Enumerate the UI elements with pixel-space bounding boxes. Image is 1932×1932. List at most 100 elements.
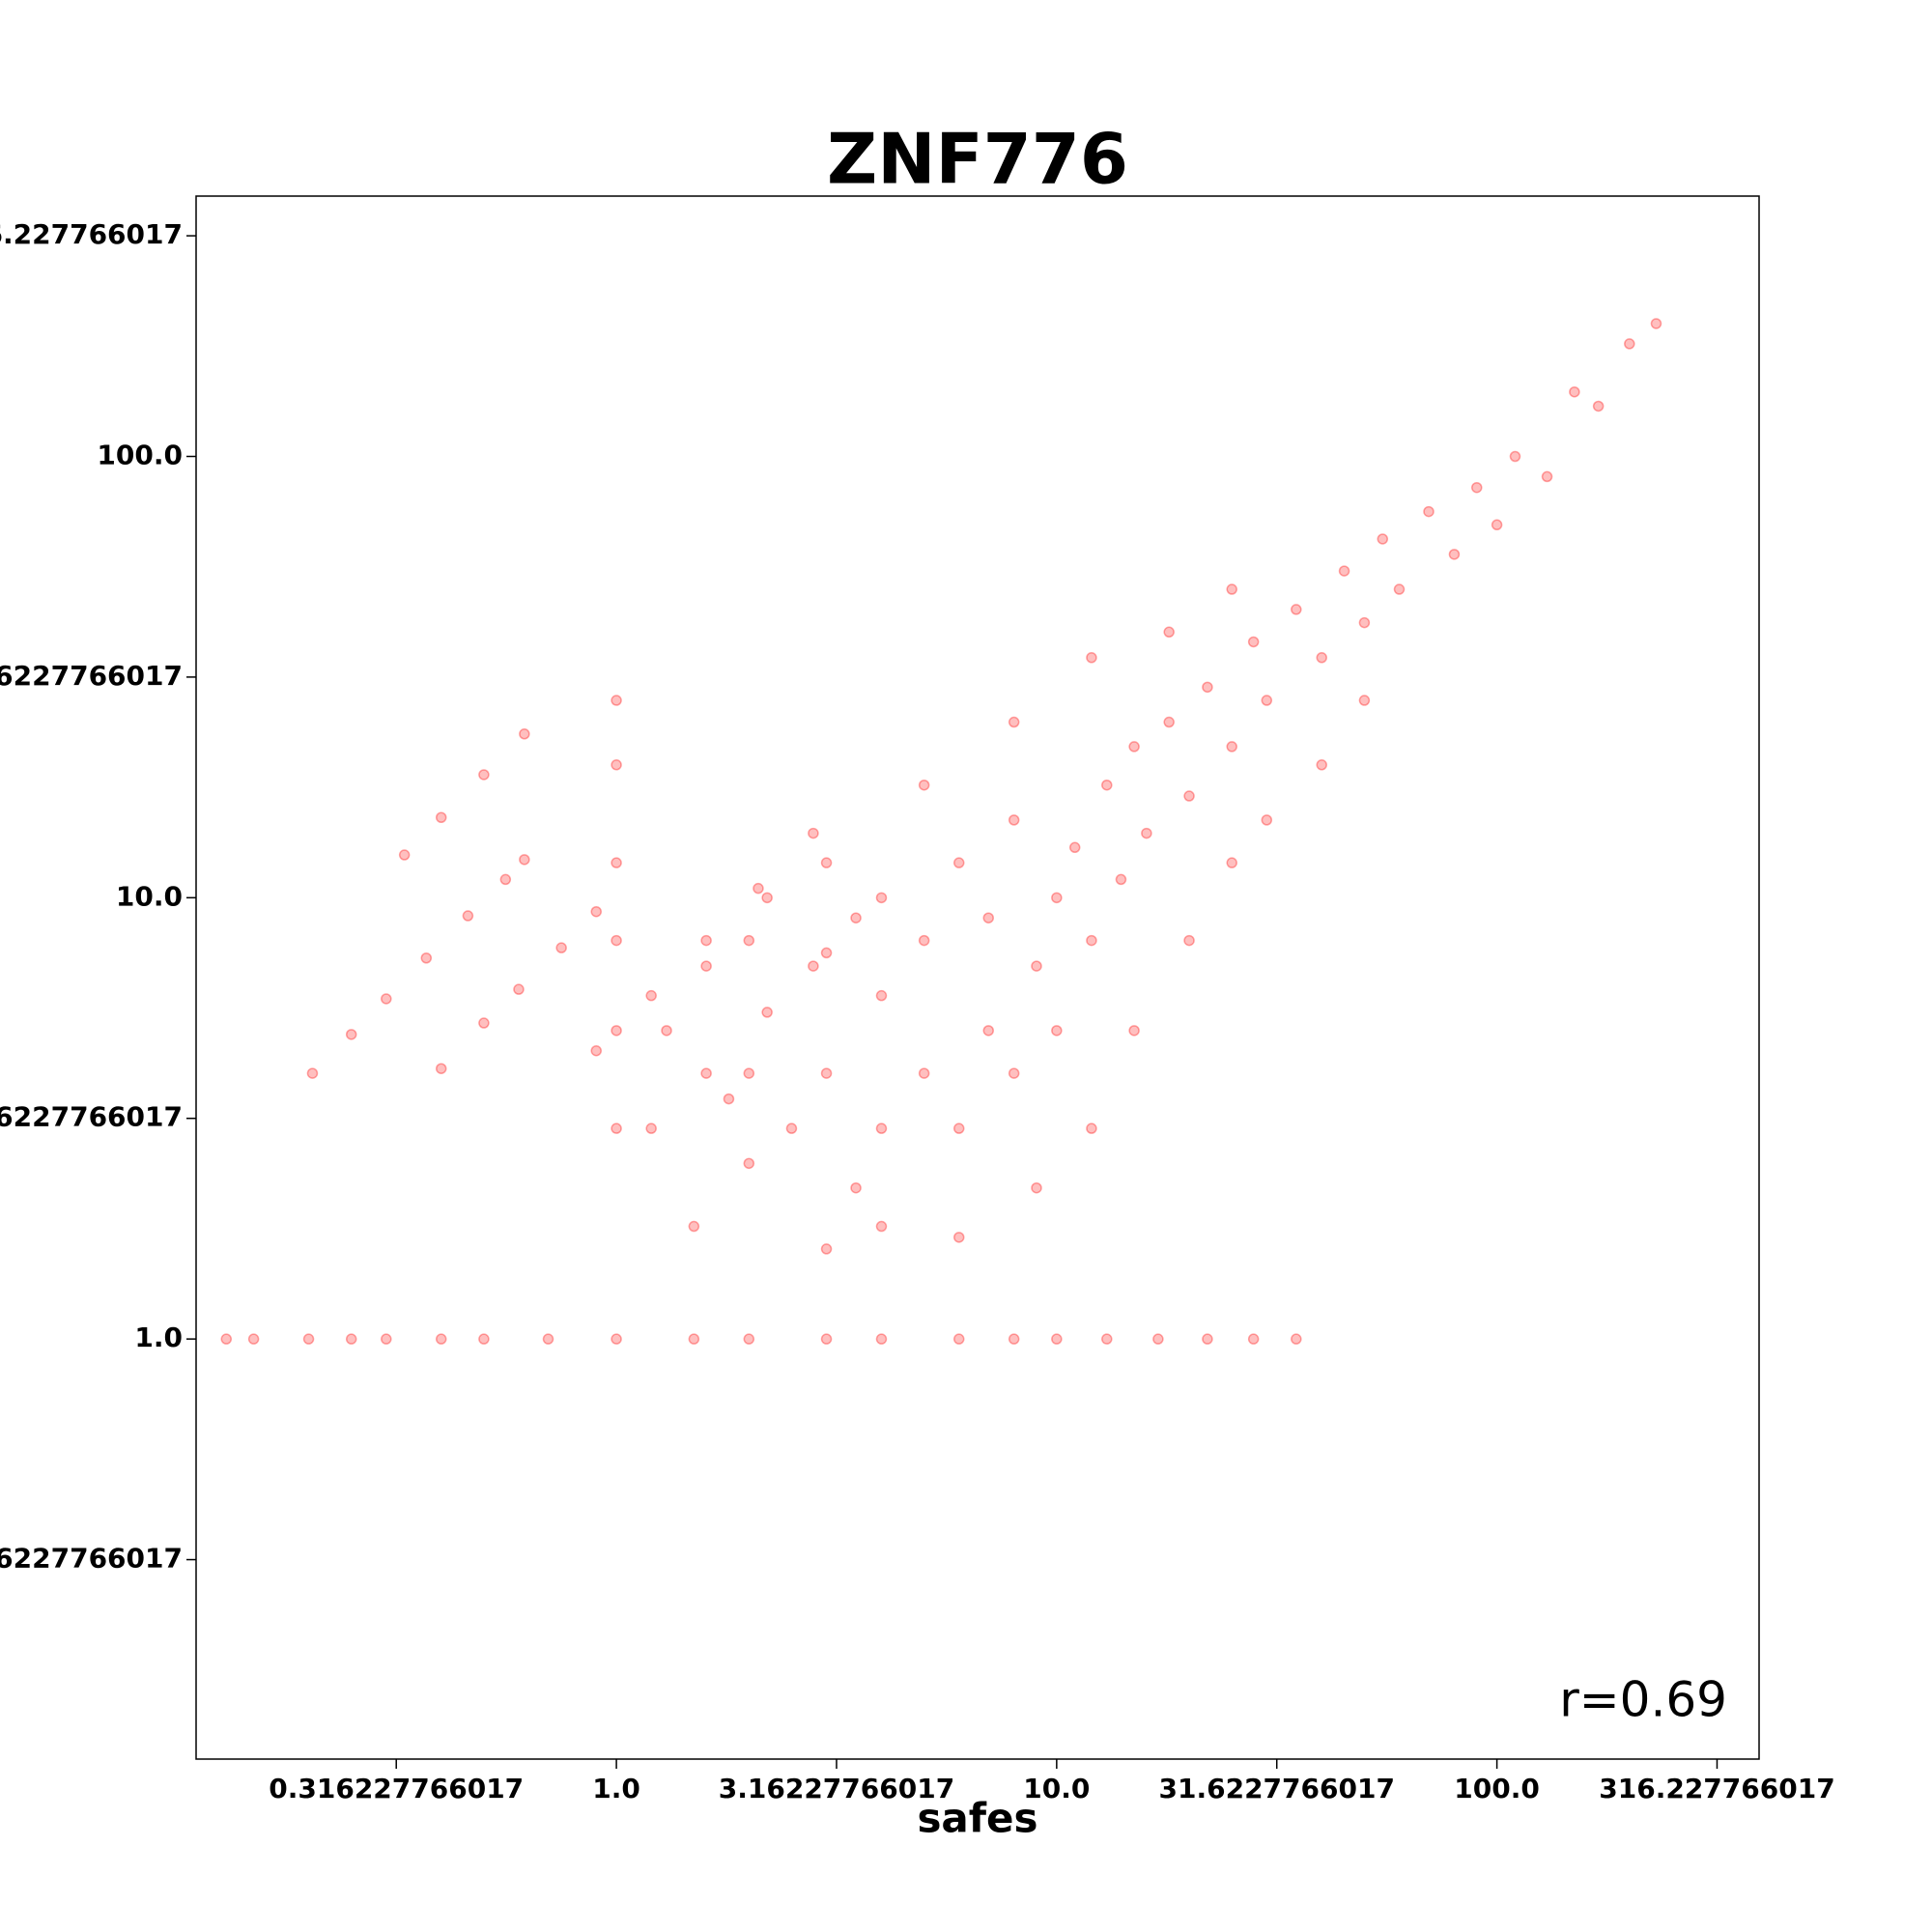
point <box>1202 681 1213 694</box>
x-tick-label: 1.0 <box>592 1773 640 1804</box>
point <box>478 1017 490 1029</box>
point <box>688 1220 700 1233</box>
point <box>1423 505 1435 518</box>
point <box>499 873 512 886</box>
plot-area <box>220 318 1662 1345</box>
point <box>761 892 773 904</box>
point <box>1470 481 1483 494</box>
point <box>1261 814 1273 826</box>
point <box>820 1067 833 1079</box>
point <box>1338 565 1350 577</box>
point <box>611 1333 622 1345</box>
point <box>1008 1333 1020 1345</box>
point <box>220 1333 233 1345</box>
point <box>761 1007 773 1018</box>
point <box>1152 1333 1164 1345</box>
point <box>462 910 474 922</box>
point <box>611 934 622 947</box>
point <box>435 1333 447 1345</box>
point <box>519 728 530 740</box>
point <box>1163 626 1175 639</box>
point <box>753 882 764 895</box>
point <box>875 1122 888 1134</box>
point <box>1358 616 1371 629</box>
point <box>700 1067 712 1079</box>
point <box>611 857 622 868</box>
point <box>1261 695 1273 706</box>
point <box>1008 716 1020 728</box>
point <box>381 993 392 1005</box>
point <box>1316 759 1327 771</box>
point <box>918 1067 930 1079</box>
axes-frame <box>195 195 1760 1760</box>
y-tick-label: 31.6227766017 <box>0 660 183 692</box>
point <box>1008 814 1020 826</box>
point <box>1202 1333 1213 1345</box>
point <box>743 1333 755 1345</box>
point <box>688 1333 700 1345</box>
point <box>435 811 447 823</box>
point <box>1008 1067 1020 1079</box>
point <box>1183 790 1195 802</box>
point <box>820 857 833 868</box>
point <box>611 695 622 706</box>
point <box>611 1025 622 1037</box>
point <box>785 1122 798 1134</box>
point <box>952 1333 965 1345</box>
point <box>1101 779 1113 791</box>
point <box>982 912 995 923</box>
point <box>1291 1333 1302 1345</box>
point <box>875 1220 888 1233</box>
point <box>1031 960 1042 972</box>
point <box>478 769 490 781</box>
point <box>1624 338 1635 350</box>
y-tick-label: 316.227766017 <box>0 218 183 250</box>
point <box>743 934 755 947</box>
point <box>247 1333 260 1345</box>
point <box>723 1093 735 1105</box>
x-axis-label: safes <box>917 1795 1037 1842</box>
point <box>645 989 657 1002</box>
point <box>918 934 930 947</box>
point <box>398 849 411 861</box>
point <box>1141 827 1152 839</box>
point <box>1247 636 1260 648</box>
point <box>1031 1181 1042 1194</box>
point <box>1183 934 1195 947</box>
point <box>875 892 888 904</box>
x-tick-label: 3.16227766017 <box>719 1773 954 1804</box>
point <box>1051 1333 1063 1345</box>
point <box>1086 934 1097 947</box>
point <box>1650 318 1662 329</box>
point <box>420 952 433 964</box>
point <box>513 983 525 995</box>
point <box>1247 1333 1260 1345</box>
point <box>952 1122 965 1134</box>
x-tick-label: 100.0 <box>1454 1773 1540 1804</box>
point <box>1051 892 1063 904</box>
x-tick-label: 10.0 <box>1023 1773 1090 1804</box>
point <box>1086 1122 1097 1134</box>
point <box>1115 873 1127 886</box>
point <box>743 1157 755 1170</box>
point <box>1592 400 1605 412</box>
annotation: r=0.69 <box>1559 1672 1727 1728</box>
point <box>820 1333 833 1345</box>
point <box>519 854 530 866</box>
point <box>1541 470 1553 483</box>
point <box>1226 857 1237 868</box>
point <box>700 934 712 947</box>
point <box>1491 519 1503 531</box>
x-tick-label: 31.6227766017 <box>1159 1773 1395 1804</box>
chart-title: ZNF776 <box>827 119 1128 200</box>
x-tick-label: 316.227766017 <box>1599 1773 1834 1804</box>
point <box>1163 716 1175 728</box>
point <box>345 1029 357 1040</box>
point <box>590 1044 602 1057</box>
point <box>700 960 712 972</box>
point <box>1448 549 1461 560</box>
point <box>918 779 930 791</box>
point <box>982 1025 995 1037</box>
point <box>381 1333 392 1345</box>
